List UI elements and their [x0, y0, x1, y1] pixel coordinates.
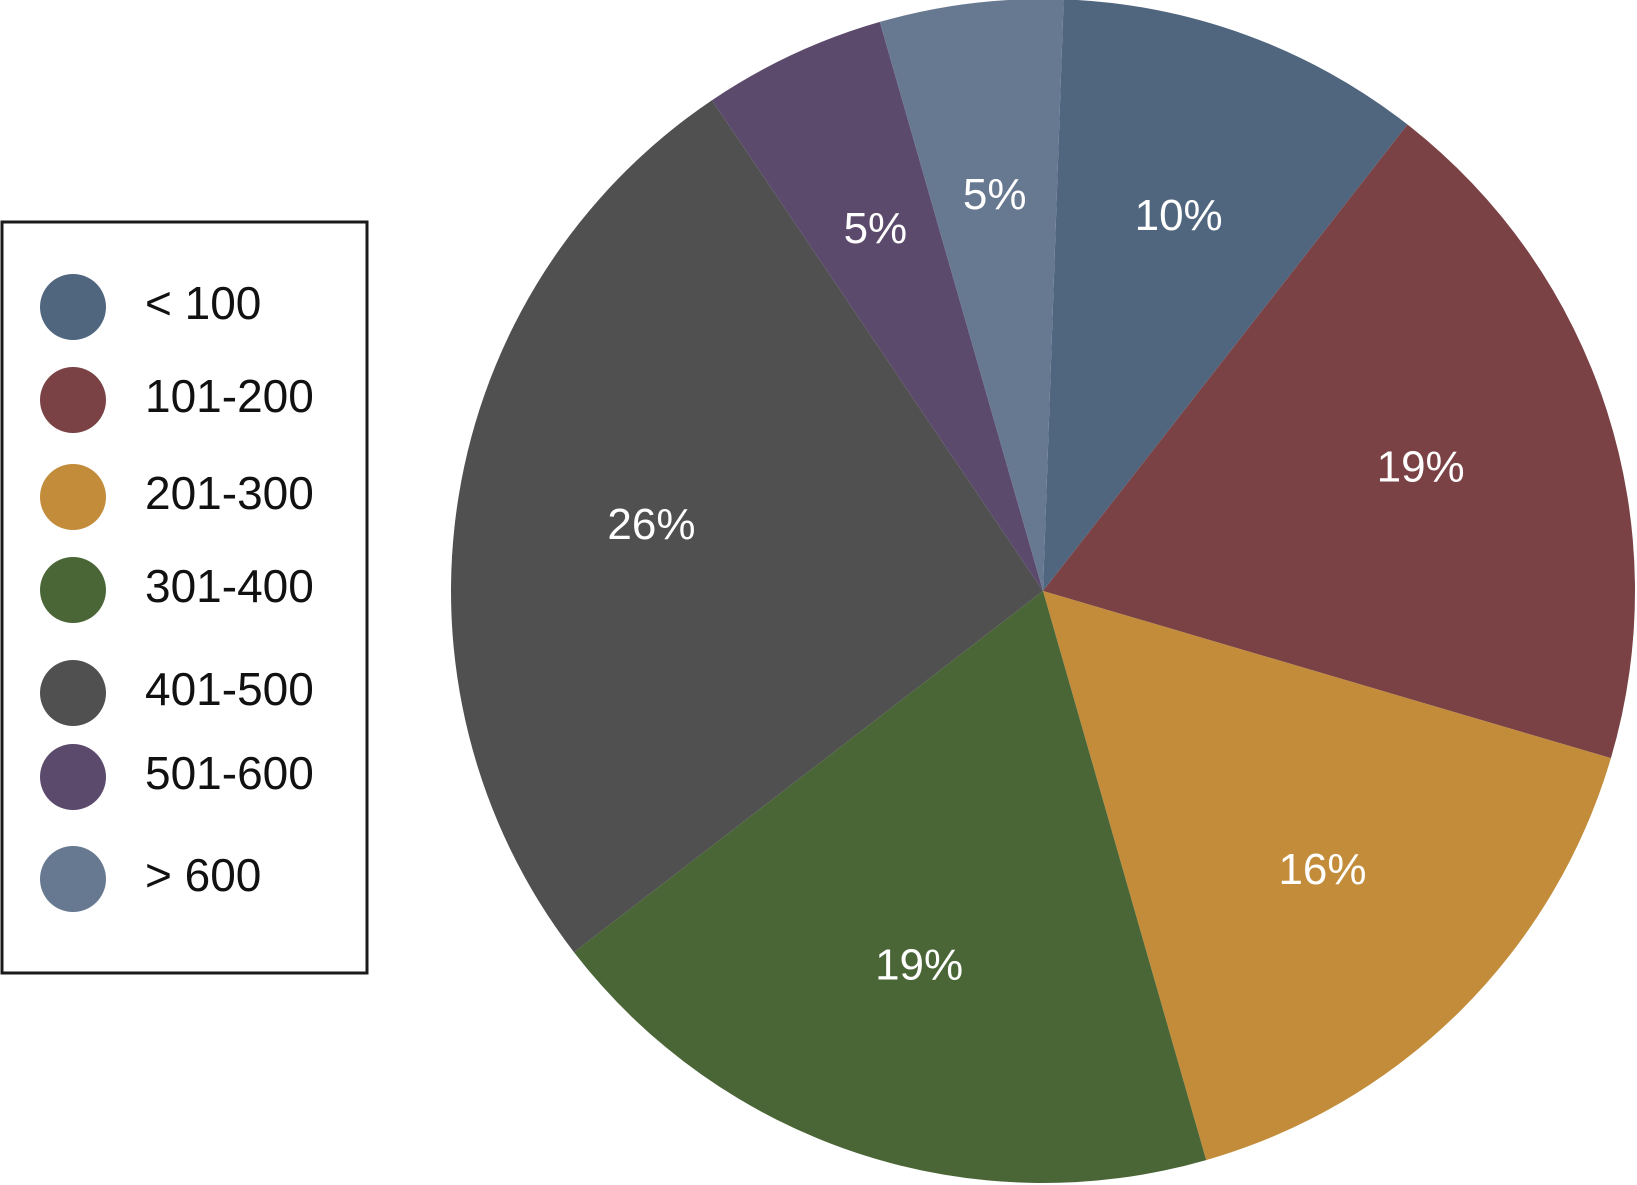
slice-percent-label: 16% — [1278, 845, 1366, 894]
legend-swatch — [40, 464, 106, 530]
legend-label: 401-500 — [145, 663, 314, 715]
pie-slices — [450, 0, 1635, 1183]
slice-percent-label: 19% — [875, 940, 963, 989]
pie-slice — [450, 100, 1043, 953]
legend-label: 101-200 — [145, 370, 314, 422]
legend-label: > 600 — [145, 849, 261, 901]
legend: < 100 101-200 201-300 301-400 401-500 501-600… — [0, 220, 369, 975]
legend-label: 501-600 — [145, 747, 314, 799]
slice-percent-label: 26% — [607, 500, 695, 549]
legend-label: 201-300 — [145, 467, 314, 519]
pie-slice — [573, 591, 1207, 1183]
legend-swatch — [40, 367, 106, 433]
slice-percent-label: 5% — [963, 170, 1027, 219]
legend-items: < 100 101-200 201-300 301-400 401-500 501-600… — [40, 274, 314, 912]
slice-percent-label: 10% — [1135, 191, 1223, 240]
legend-label: < 100 — [145, 277, 261, 329]
pie-slice — [879, 0, 1064, 591]
legend-swatch — [40, 846, 106, 912]
slice-percent-label: 19% — [1377, 442, 1465, 491]
slice-percent-label: 5% — [844, 204, 908, 253]
legend-swatch — [40, 660, 106, 726]
legend-label: 301-400 — [145, 560, 314, 612]
pie-slice-labels: 10% 19% 16% 19% 26% 5% 5% — [607, 170, 1464, 989]
legend-swatch — [40, 744, 106, 810]
pie-slice — [1043, 124, 1635, 759]
pie-slice — [1043, 0, 1408, 591]
legend-swatch — [40, 557, 106, 623]
pie-slice — [1043, 591, 1611, 1161]
legend-swatch — [40, 274, 106, 340]
pie-slice — [711, 21, 1043, 591]
